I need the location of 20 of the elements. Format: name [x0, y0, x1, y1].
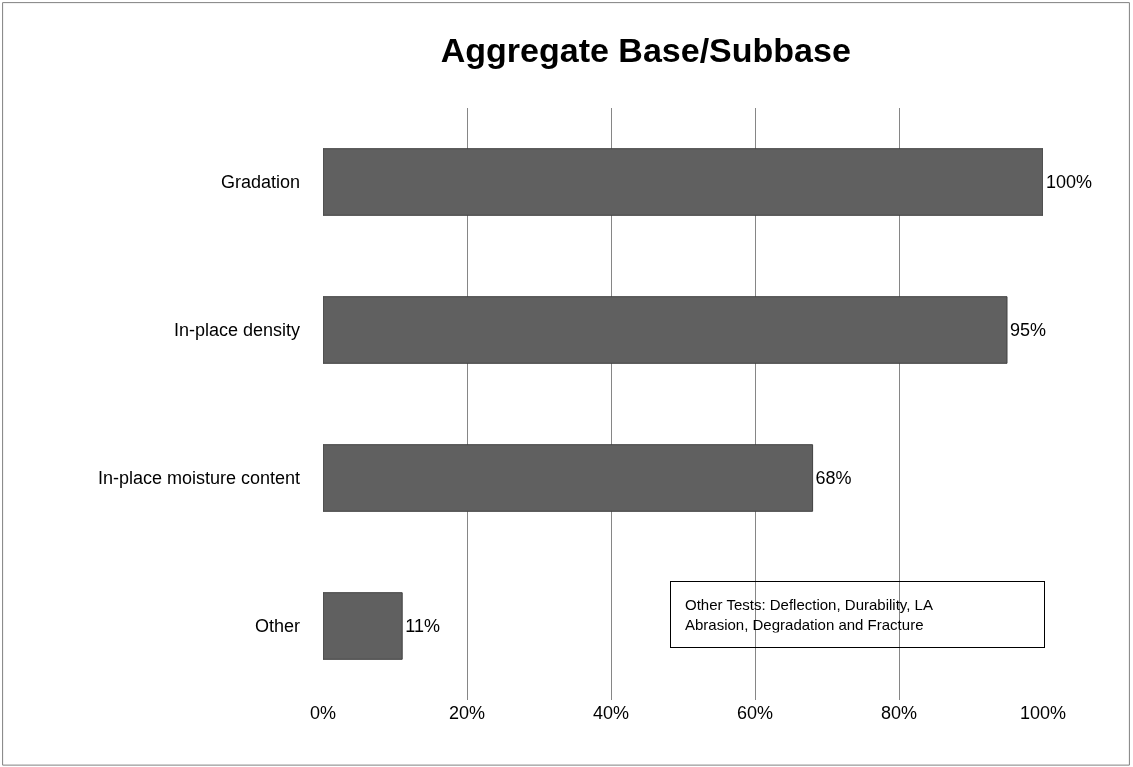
- data-label: 100%: [1046, 172, 1093, 192]
- x-tick-label: 80%: [880, 703, 918, 723]
- bar: [323, 592, 403, 660]
- x-tick-label: 40%: [592, 703, 630, 723]
- data-label: 68%: [815, 468, 852, 488]
- bar: [323, 296, 1008, 364]
- x-tick-label: 60%: [736, 703, 774, 723]
- data-label: 95%: [1010, 320, 1047, 340]
- x-tick-label: 0%: [309, 703, 337, 723]
- y-tick-label: Other: [254, 616, 300, 637]
- bar: [323, 444, 814, 512]
- data-label: 11%: [405, 616, 440, 636]
- annotation: Other Tests: Deflection, Durability, LA Abrasion, Degradation and Fracture: [685, 596, 933, 633]
- bar: [323, 148, 1043, 216]
- x-tick-label: 100%: [1019, 703, 1067, 723]
- y-tick-label: In-place moisture content: [97, 468, 300, 489]
- y-tick-label: In-place density: [173, 320, 300, 341]
- x-tick-label: 20%: [448, 703, 486, 723]
- chart-title: Aggregate Base/Subbase: [440, 30, 851, 69]
- y-tick-label: Gradation: [220, 172, 300, 193]
